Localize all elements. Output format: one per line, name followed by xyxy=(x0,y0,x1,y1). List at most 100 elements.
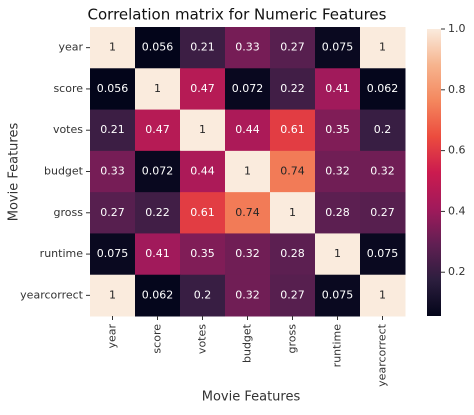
cell-label: 1 xyxy=(289,206,296,219)
cell-label: 0.33 xyxy=(100,165,125,178)
heatmap-cell xyxy=(315,150,361,193)
heatmap-cell xyxy=(315,233,361,276)
cell-label: 0.22 xyxy=(280,82,305,95)
cell-label: 0.35 xyxy=(325,123,350,136)
heatmap-cell xyxy=(135,233,181,276)
colorbar-tick-label: 0.6 xyxy=(448,144,466,157)
cell-label: 0.27 xyxy=(370,206,395,219)
heatmap-cell xyxy=(225,274,271,317)
heatmap-cell xyxy=(180,192,226,234)
y-tick-label: votes xyxy=(53,123,83,136)
heatmap-cell xyxy=(225,150,271,193)
cell-label: 0.21 xyxy=(190,41,215,54)
y-tick-label: runtime xyxy=(40,247,84,260)
cell-label: 0.32 xyxy=(235,247,260,260)
cell-label: 1 xyxy=(379,288,386,301)
heatmap-cell xyxy=(270,274,316,317)
cell-label: 0.32 xyxy=(370,165,395,178)
heatmap-cell xyxy=(360,150,406,193)
heatmap-cell xyxy=(90,68,136,111)
heatmap-cell xyxy=(180,150,226,193)
cell-label: 0.61 xyxy=(190,206,215,219)
heatmap-cell xyxy=(180,109,226,152)
heatmap-cell xyxy=(135,274,181,317)
y-axis-label: Movie Features xyxy=(7,123,22,222)
heatmap-cell xyxy=(90,233,136,276)
heatmap-cell xyxy=(225,68,271,111)
x-tick-label: gross xyxy=(286,324,299,354)
y-tick-label: budget xyxy=(44,165,84,178)
heatmap-cell xyxy=(270,27,316,69)
x-tick-label: votes xyxy=(196,324,209,354)
heatmap-cell xyxy=(270,192,316,234)
heatmap-cell xyxy=(135,109,181,152)
cell-label: 0.072 xyxy=(232,82,264,95)
cell-label: 0.32 xyxy=(235,288,260,301)
cell-label: 0.072 xyxy=(142,165,174,178)
heatmap-cell xyxy=(180,233,226,276)
cell-label: 0.47 xyxy=(145,123,170,136)
y-tick-label: yearcorrect xyxy=(20,288,84,301)
heatmap-cell xyxy=(315,192,361,234)
x-tick-label: budget xyxy=(241,323,254,363)
cell-label: 0.2 xyxy=(374,123,392,136)
heatmap-cell xyxy=(225,27,271,69)
heatmap-cell xyxy=(90,109,136,152)
cell-label: 0.21 xyxy=(100,123,125,136)
heatmap-cell xyxy=(315,109,361,152)
heatmap-cell xyxy=(180,68,226,111)
cell-label: 0.27 xyxy=(100,206,125,219)
heatmap-cell xyxy=(315,68,361,111)
chart-title: Correlation matrix for Numeric Features xyxy=(88,6,387,24)
cell-label: 0.075 xyxy=(97,247,129,260)
heatmap-cell xyxy=(135,150,181,193)
heatmap-cell xyxy=(360,274,406,317)
heatmap-cell xyxy=(135,27,181,69)
heatmap-cell xyxy=(135,192,181,234)
heatmap-cell xyxy=(135,68,181,111)
cell-label: 0.075 xyxy=(322,288,354,301)
x-tick-label: runtime xyxy=(331,324,344,368)
heatmap-cell xyxy=(225,192,271,234)
cell-label: 0.33 xyxy=(235,41,260,54)
heatmap-cell xyxy=(360,109,406,152)
cell-label: 0.35 xyxy=(190,247,215,260)
cell-label: 0.22 xyxy=(145,206,170,219)
x-tick-label: yearcorrect xyxy=(376,323,389,387)
heatmap-cell xyxy=(270,68,316,111)
x-tick-label: score xyxy=(151,324,164,354)
heatmap-cell xyxy=(360,27,406,69)
y-tick-label: score xyxy=(53,82,83,95)
heatmap-cell xyxy=(90,274,136,317)
cell-label: 1 xyxy=(109,41,116,54)
colorbar-tick-label: 1.0 xyxy=(448,22,466,35)
cell-label: 0.47 xyxy=(190,82,215,95)
colorbar xyxy=(427,29,441,316)
cell-label: 0.27 xyxy=(280,41,305,54)
heatmap-cell xyxy=(315,27,361,69)
cell-label: 1 xyxy=(244,165,251,178)
cell-label: 1 xyxy=(109,288,116,301)
heatmap-cell xyxy=(270,109,316,152)
colorbar-tick-label: 0.4 xyxy=(448,204,466,217)
cell-label: 0.28 xyxy=(325,206,350,219)
cell-label: 0.062 xyxy=(142,288,174,301)
cell-label: 0.44 xyxy=(190,165,215,178)
cell-label: 1 xyxy=(379,41,386,54)
cell-label: 1 xyxy=(154,82,161,95)
cell-label: 0.2 xyxy=(194,288,212,301)
cell-label: 0.28 xyxy=(280,247,305,260)
cell-label: 0.075 xyxy=(322,41,354,54)
cell-label: 1 xyxy=(199,123,206,136)
heatmap-cell xyxy=(90,27,136,69)
heatmap-cell xyxy=(270,150,316,193)
colorbar-tick-label: 0.8 xyxy=(448,83,466,96)
heatmap-cell xyxy=(360,68,406,111)
cell-label: 0.27 xyxy=(280,288,305,301)
heatmap-cell xyxy=(270,233,316,276)
cell-label: 0.075 xyxy=(367,247,399,260)
cell-label: 0.74 xyxy=(280,165,305,178)
x-axis-label: Movie Features xyxy=(202,390,301,405)
x-tick-label: year xyxy=(106,324,119,349)
y-tick-label: year xyxy=(58,41,83,54)
